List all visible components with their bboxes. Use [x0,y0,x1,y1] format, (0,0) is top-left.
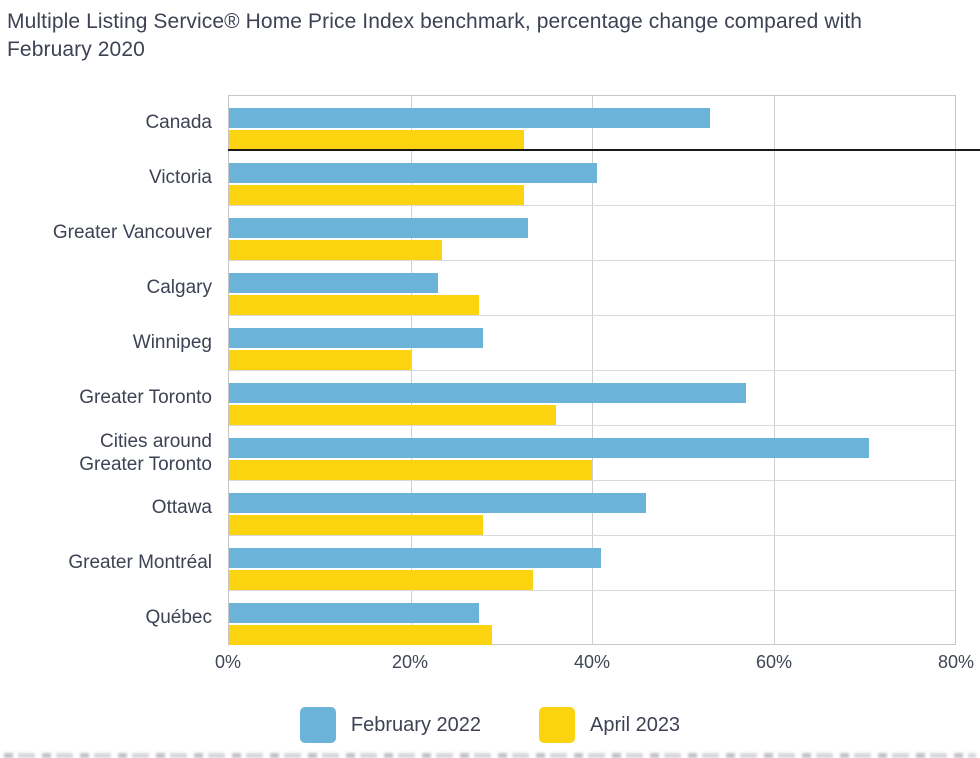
category-label: Greater Montréal [68,552,212,573]
category-label: Winnipeg [132,332,212,353]
bar [229,548,602,568]
category-label: Québec [145,607,212,628]
bar [229,570,533,590]
category-labels: Canada Victoria Greater Vancouver Calgary Wi… [0,95,212,645]
x-tick-label: 0% [214,652,242,672]
x-tick-label: 40% [573,652,611,672]
x-axis: 0% 20% 40% 60% 80% [215,652,974,676]
bar [229,240,443,260]
category-label: Cities around Greater Toronto [79,430,212,475]
bar [229,350,411,370]
x-tick-label: 20% [391,652,429,672]
bar [229,328,484,348]
canada-separator-line [228,149,980,151]
legend: February 2022 April 2023 [0,702,980,748]
x-tick-label: 80% [937,652,975,672]
bar [229,108,710,128]
bar-row [229,151,955,206]
bar [229,603,479,623]
bar [229,625,493,645]
bar-row [229,316,955,371]
bar-row [229,591,955,646]
plot-area [228,95,956,645]
bar [229,130,524,150]
x-tick-label: 60% [755,652,793,672]
bar-row [229,261,955,316]
category-label: Calgary [146,277,212,298]
bar-row [229,96,955,151]
chart-title: Multiple Listing Service® Home Price Ind… [7,10,863,61]
category-label: Greater Vancouver [52,222,212,243]
bar [229,163,597,183]
bar [229,383,747,403]
bar [229,295,479,315]
category-label: Canada [145,112,212,133]
legend-label: April 2023 [590,713,681,736]
bar [229,438,869,458]
bar [229,493,647,513]
bar [229,218,529,238]
bar-row [229,536,955,591]
legend-item: February 2022 [299,707,481,743]
category-label: Greater Toronto [79,387,212,408]
legend-item: April 2023 [539,707,680,743]
legend-label: February 2022 [350,713,481,736]
bar [229,460,592,480]
bar [229,515,484,535]
bar [229,185,524,205]
bar-row [229,206,955,261]
bar-row [229,371,955,426]
bar [229,405,556,425]
bar-row [229,481,955,536]
legend-swatch [299,707,336,743]
legend-swatch [539,707,575,743]
cropped-text-strip [4,753,976,758]
bar-row [229,426,955,481]
category-label: Ottawa [151,497,212,518]
category-label: Victoria [148,167,212,188]
bar [229,273,438,293]
